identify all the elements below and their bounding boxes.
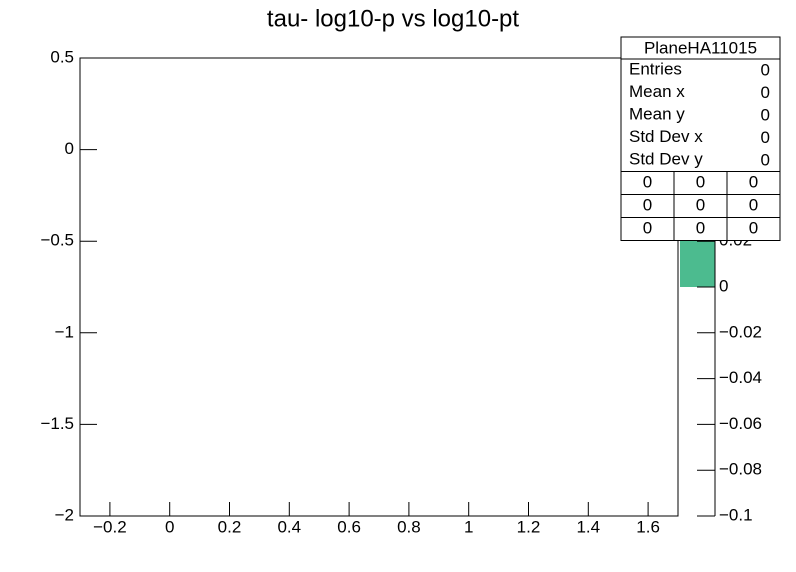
x-tick-label: 0.8 bbox=[397, 517, 421, 536]
stats-grid-value: 0 bbox=[696, 172, 705, 191]
y-tick-label: −2 bbox=[55, 505, 74, 524]
z-tick-label: −0.06 bbox=[719, 414, 762, 433]
stats-label: Std Dev x bbox=[629, 127, 703, 146]
stats-value: 0 bbox=[761, 151, 770, 170]
stats-grid-value: 0 bbox=[643, 195, 652, 214]
x-tick-label: 0.2 bbox=[218, 517, 242, 536]
stats-grid-value: 0 bbox=[696, 218, 705, 237]
y-tick-label: 0.5 bbox=[50, 47, 74, 66]
stats-grid-value: 0 bbox=[749, 218, 758, 237]
z-tick-label: −0.02 bbox=[719, 322, 762, 341]
stats-box bbox=[620, 36, 781, 241]
z-tick-label: −0.04 bbox=[719, 368, 762, 387]
stats-label: Std Dev y bbox=[629, 150, 703, 169]
x-tick-label: 1.6 bbox=[636, 517, 660, 536]
stats-grid-value: 0 bbox=[696, 195, 705, 214]
stats-label: Mean x bbox=[629, 82, 685, 101]
stats-value: 0 bbox=[761, 128, 770, 147]
stats-label: Mean y bbox=[629, 105, 685, 124]
stats-grid-value: 0 bbox=[749, 195, 758, 214]
x-tick-label: 1 bbox=[464, 517, 473, 536]
x-tick-label: −0.2 bbox=[93, 517, 127, 536]
stats-label: Entries bbox=[629, 60, 682, 79]
y-tick-label: −1.5 bbox=[40, 414, 74, 433]
x-tick-label: 1.4 bbox=[576, 517, 600, 536]
chart-title: tau- log10-p vs log10-pt bbox=[267, 5, 519, 32]
x-tick-label: 1.2 bbox=[517, 517, 541, 536]
plot-frame bbox=[79, 57, 679, 517]
y-tick-label: 0 bbox=[65, 139, 74, 158]
z-tick-label: −0.08 bbox=[719, 460, 762, 479]
x-tick-label: 0.6 bbox=[337, 517, 361, 536]
stats-title: PlaneHA11015 bbox=[644, 38, 757, 57]
x-tick-label: 0.4 bbox=[277, 517, 301, 536]
stats-grid-value: 0 bbox=[643, 218, 652, 237]
z-tick-label: −0.1 bbox=[719, 505, 753, 524]
y-tick-label: −0.5 bbox=[40, 231, 74, 250]
stats-value: 0 bbox=[761, 61, 770, 80]
y-tick-label: −1 bbox=[55, 322, 74, 341]
stats-value: 0 bbox=[761, 83, 770, 102]
z-tick-label: 0 bbox=[719, 276, 728, 295]
stats-grid-value: 0 bbox=[643, 172, 652, 191]
stats-grid-value: 0 bbox=[749, 172, 758, 191]
x-tick-label: 0 bbox=[165, 517, 174, 536]
stats-value: 0 bbox=[761, 106, 770, 125]
